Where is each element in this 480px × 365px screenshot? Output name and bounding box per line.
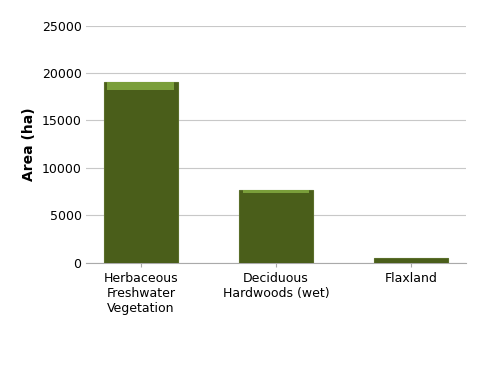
Y-axis label: Area (ha): Area (ha) [22,107,36,181]
Bar [374,258,448,263]
Bar [239,190,313,263]
Bar [108,82,174,90]
Bar [104,82,178,263]
Bar [242,190,310,193]
